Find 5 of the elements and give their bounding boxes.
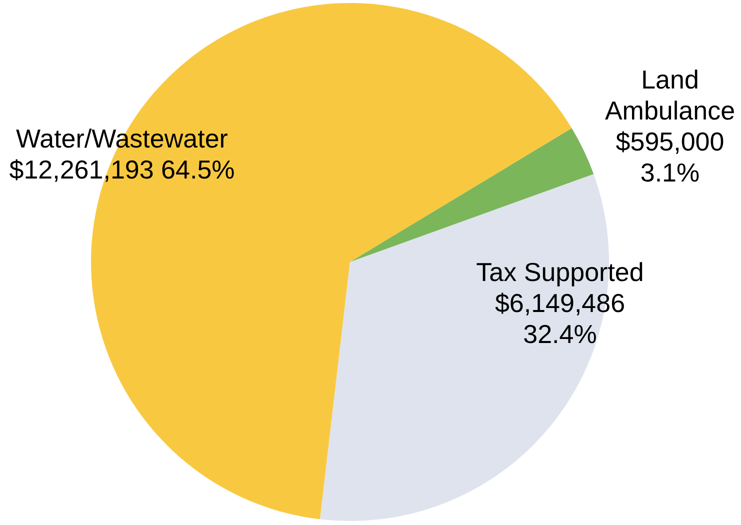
slice-label: Water/Wastewater xyxy=(16,124,228,154)
slice-label: Tax Supported xyxy=(476,257,644,288)
data-label: $6,149,486 32.4% xyxy=(494,288,626,350)
slice-label: Land Ambulance xyxy=(604,64,736,126)
data-label: $595,000 3.1% xyxy=(616,126,724,188)
